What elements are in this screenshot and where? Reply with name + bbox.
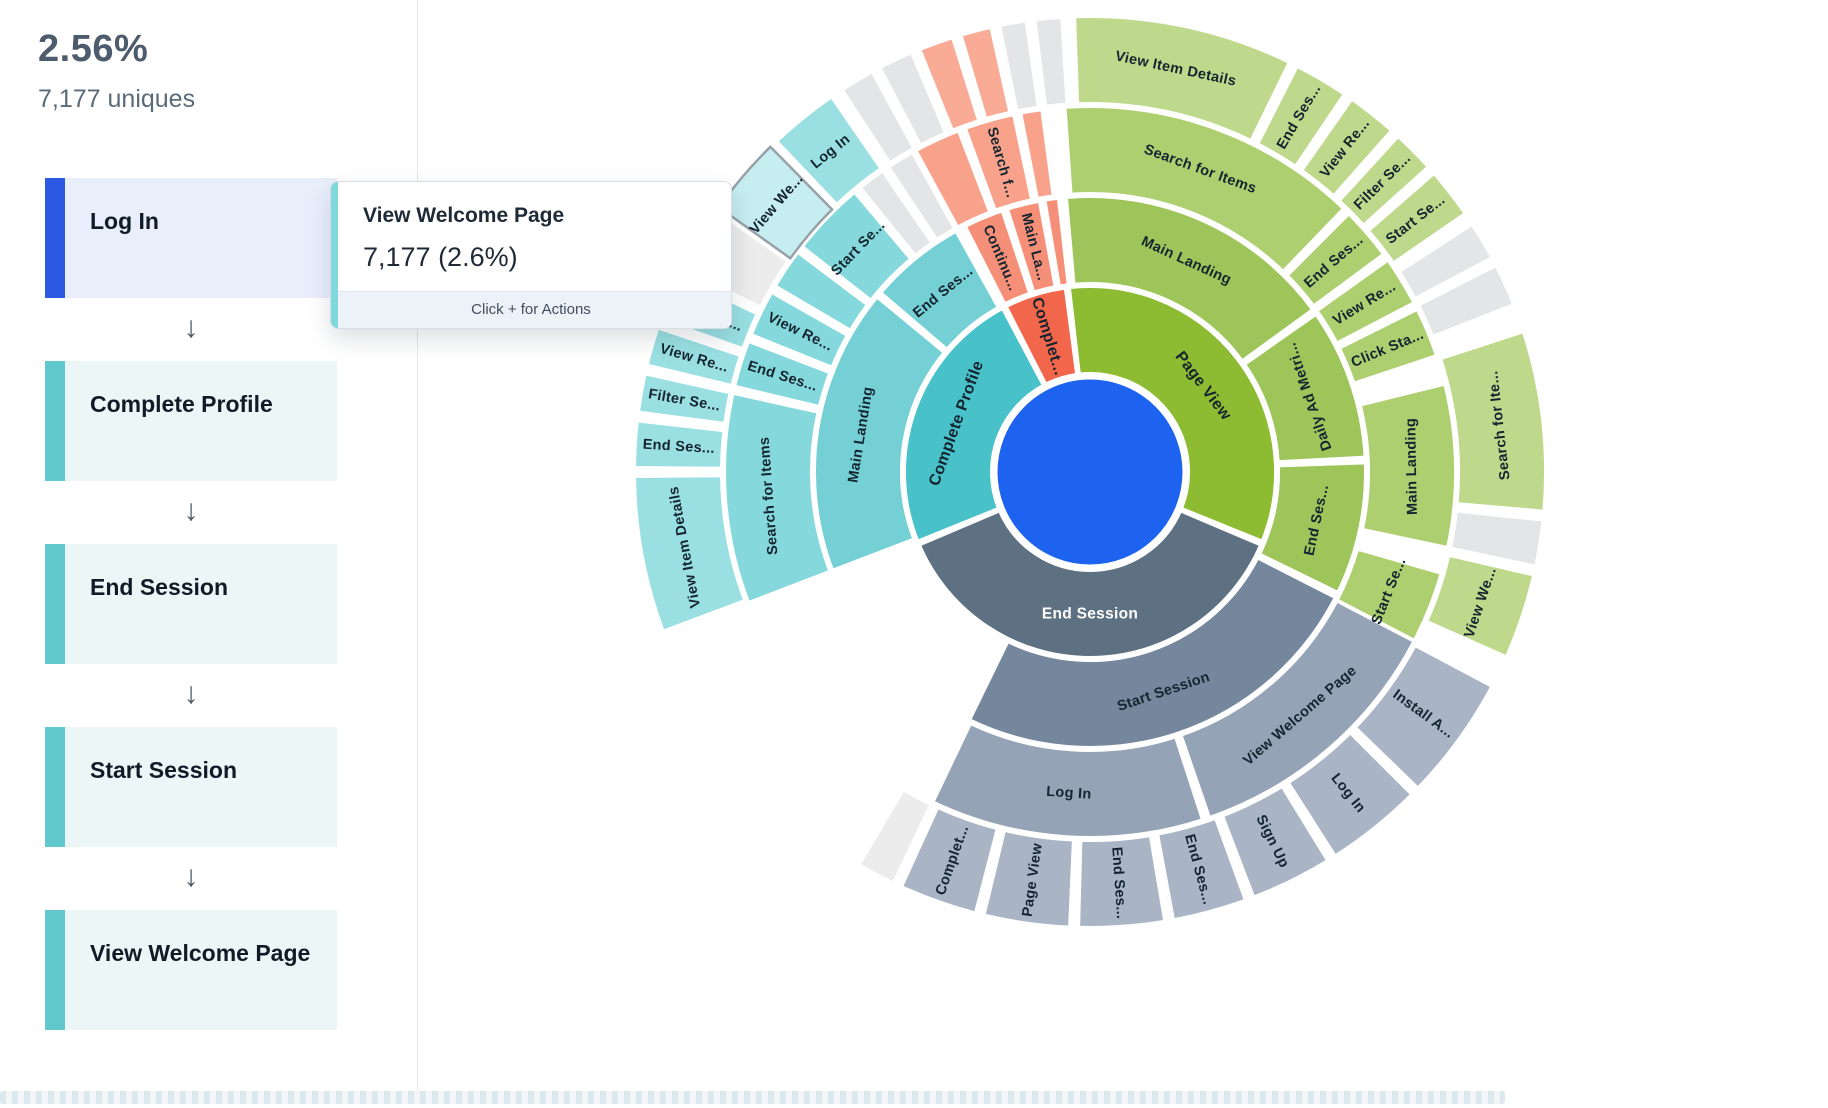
sunburst-segment-start-session[interactable] xyxy=(967,555,1338,751)
sunburst-segment-view-re[interactable] xyxy=(1299,96,1395,199)
funnel-step-label: View Welcome Page xyxy=(90,940,311,966)
sunburst-segment-main-landing[interactable] xyxy=(1063,194,1316,364)
sunburst-segment-view-item-details[interactable] xyxy=(632,473,748,634)
funnel-step-accent xyxy=(45,544,65,664)
sunburst-segment-unlabeled[interactable] xyxy=(1396,221,1495,302)
sunburst-segment-log-in[interactable] xyxy=(774,94,884,208)
sunburst-segment-label: Log In xyxy=(1046,784,1092,803)
sunburst-segment-main-la[interactable] xyxy=(1005,198,1058,295)
sunburst-segment-label: End Session xyxy=(1042,606,1138,623)
sunburst-segment-view-we[interactable] xyxy=(1424,552,1537,660)
sunburst-segment-unlabeled[interactable] xyxy=(856,787,934,886)
sunburst-segment-page-view[interactable] xyxy=(1066,283,1279,544)
sunburst-segment-main-landing[interactable] xyxy=(812,294,947,573)
sunburst-segment-sign-up[interactable] xyxy=(1219,783,1331,900)
funnel-step-view-welcome-page[interactable]: View Welcome Page xyxy=(45,910,337,1030)
sunburst-segment-daily-ad-metri[interactable] xyxy=(1242,311,1368,465)
conversion-uniques: 7,177 uniques xyxy=(38,85,196,113)
funnel-step-log-in[interactable]: Log In xyxy=(45,178,337,298)
arrow-down-icon: ↓ xyxy=(183,860,199,893)
sunburst-segment-view-item-details[interactable] xyxy=(1072,14,1292,144)
sunburst-segment-unlabeled[interactable] xyxy=(917,35,982,133)
tooltip-accent-bar xyxy=(331,182,338,328)
tooltip-footer-hint: Click + for Actions xyxy=(331,291,731,328)
sunburst-segment-unlabeled[interactable] xyxy=(1042,195,1071,289)
sunburst-segment-log-in[interactable] xyxy=(1285,730,1415,859)
funnel-step-list: Log In ↓ Complete Profile ↓ End Session ↓ Star… xyxy=(45,178,337,1030)
sunburst-segment-unlabeled[interactable] xyxy=(1448,508,1546,569)
sunburst-segment-label: End Ses... xyxy=(1108,846,1129,919)
sunburst-segment-complet[interactable] xyxy=(1003,285,1080,387)
funnel-step-label: Start Session xyxy=(90,757,237,783)
sunburst-center[interactable] xyxy=(992,374,1188,570)
sunburst-segment-unlabeled[interactable] xyxy=(839,69,917,166)
segment-tooltip: View Welcome Page 7,177 (2.6%) Click + f… xyxy=(330,181,732,329)
sunburst-segment-end-ses[interactable] xyxy=(1076,833,1168,930)
sunburst-segment-complet[interactable] xyxy=(898,804,1000,916)
sunburst-segment-click-sta[interactable] xyxy=(1336,306,1440,386)
arrow-down-icon: ↓ xyxy=(183,494,199,527)
sunburst-segment-view-we[interactable] xyxy=(717,145,834,260)
sunburst-segment-end-ses[interactable] xyxy=(632,418,727,471)
sunburst-segment-unlabeled[interactable] xyxy=(913,128,993,230)
tooltip-value: 7,177 (2.6%) xyxy=(363,242,518,272)
sunburst-segment-filter-se[interactable] xyxy=(635,371,733,426)
funnel-step-end-session[interactable]: End Session xyxy=(45,544,337,664)
sunburst-segment-install-a[interactable] xyxy=(1352,642,1495,791)
funnel-step-accent xyxy=(45,178,65,298)
sunburst-segment-unlabeled[interactable] xyxy=(958,24,1013,122)
funnel-step-accent xyxy=(45,361,65,481)
sunburst-segment-end-ses[interactable] xyxy=(1255,63,1347,169)
pane-divider xyxy=(417,0,418,1090)
sunburst-segment-unlabeled[interactable] xyxy=(1032,14,1070,109)
tooltip-title: View Welcome Page xyxy=(363,204,565,227)
funnel-step-body: End Session xyxy=(65,544,337,664)
funnel-step-complete-profile[interactable]: Complete Profile xyxy=(45,361,337,481)
funnel-step-label: Complete Profile xyxy=(90,391,273,417)
arrow-down-icon: ↓ xyxy=(183,677,199,710)
sunburst-segment-search-for-ite[interactable] xyxy=(1438,329,1548,514)
conversion-summary: 2.56% 7,177 uniques xyxy=(38,28,195,114)
sunburst-segment-end-ses[interactable] xyxy=(732,338,833,410)
funnel-step-body: View Welcome Page xyxy=(65,910,337,1030)
sunburst-segment-end-ses[interactable] xyxy=(1284,211,1387,309)
sunburst-segment-unlabeled[interactable] xyxy=(997,18,1041,114)
sunburst-segment-start-se[interactable] xyxy=(1365,170,1468,266)
sunburst-segment-page-view[interactable] xyxy=(981,827,1076,930)
funnel-step-body: Log In xyxy=(65,178,337,298)
funnel-step-accent xyxy=(45,910,65,1030)
sunburst-segment-search-for-items[interactable] xyxy=(722,390,833,606)
funnel-step-body: Complete Profile xyxy=(65,361,337,481)
sunburst-segment-unlabeled[interactable] xyxy=(1415,263,1517,340)
sunburst-segment-view-re[interactable] xyxy=(644,325,743,389)
sunburst-segment-view-re[interactable] xyxy=(748,289,850,370)
sunburst-segment-end-ses[interactable] xyxy=(1257,460,1368,595)
sunburst-segment-filter-se[interactable] xyxy=(1336,133,1431,228)
funnel-step-label: End Session xyxy=(90,574,229,600)
sunburst-segment-unlabeled[interactable] xyxy=(877,50,949,148)
funnel-step-body: Start Session xyxy=(65,727,337,847)
funnel-step-accent xyxy=(45,727,65,847)
sunburst-segment-continu[interactable] xyxy=(962,208,1033,307)
sunburst-segment-log-in[interactable] xyxy=(930,720,1206,840)
sunburst-segment-unlabeled[interactable] xyxy=(857,168,935,258)
sunburst-segment-label: Main Landing xyxy=(1403,418,1421,515)
conversion-percent: 2.56% xyxy=(38,28,149,70)
sunburst-segment-main-landing[interactable] xyxy=(1357,381,1458,551)
sunburst-segment-view-re[interactable] xyxy=(1314,257,1417,346)
sunburst-segment-search-f[interactable] xyxy=(962,112,1035,213)
funnel-step-start-session[interactable]: Start Session xyxy=(45,727,337,847)
funnel-step-label: Log In xyxy=(90,208,159,234)
arrow-down-icon: ↓ xyxy=(183,311,199,344)
sunburst-segment-start-se[interactable] xyxy=(799,189,914,303)
bottom-striped-strip xyxy=(0,1091,1505,1104)
sunburst-segment-end-ses[interactable] xyxy=(1155,815,1248,923)
sunburst-segment-end-session[interactable] xyxy=(916,508,1264,660)
sunburst-segment-label: End Ses... xyxy=(642,437,715,457)
